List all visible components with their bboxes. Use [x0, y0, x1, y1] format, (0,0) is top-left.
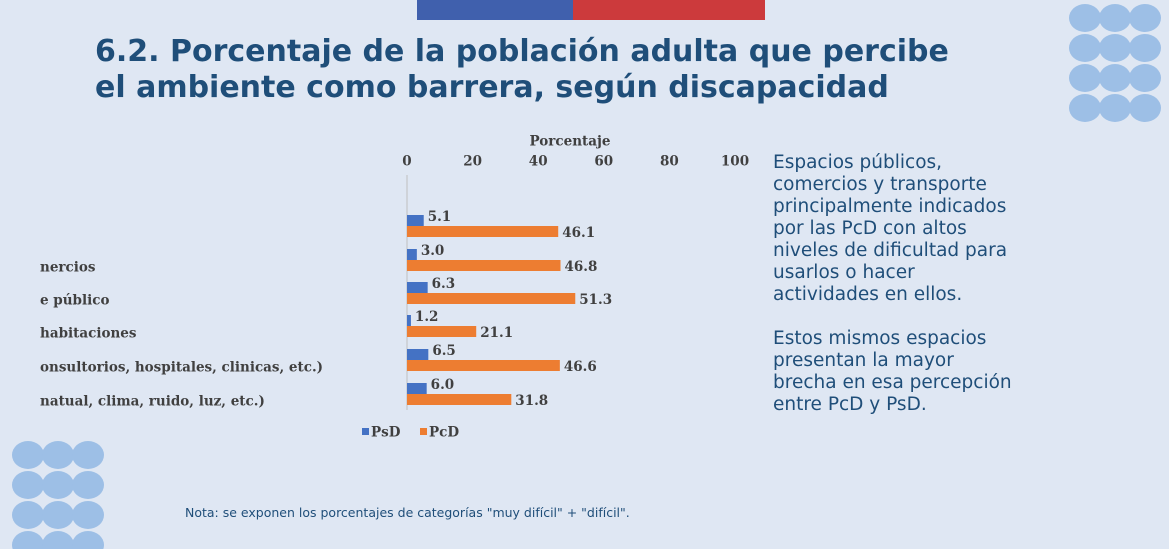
bar [407, 360, 560, 371]
bar [407, 315, 411, 326]
side-text-line: por las PcD con altos [773, 218, 967, 239]
value-label: 31.8 [515, 393, 548, 409]
y-tick-label: onsultorios, hospitales, clinicas, etc.) [40, 360, 323, 376]
side-text: Espacios públicos,comercios y transporte… [773, 152, 1012, 415]
y-tick-label: e público [40, 293, 109, 309]
x-tick-label: 80 [660, 154, 679, 170]
bar [407, 383, 427, 394]
bar [407, 326, 476, 337]
side-text-line: presentan la mayor [773, 350, 954, 371]
top-bar-red [573, 0, 765, 20]
value-label: 3.0 [421, 243, 445, 259]
side-text-line: entre PcD y PsD. [773, 394, 927, 415]
legend-swatch [362, 428, 369, 435]
side-text-line: comercios y transporte [773, 174, 987, 195]
bar [407, 349, 428, 360]
y-tick-label: nercios [40, 260, 96, 276]
x-tick-label: 40 [529, 154, 548, 170]
legend-label: PcD [429, 425, 459, 441]
x-axis-label: Porcentaje [530, 134, 611, 150]
side-text-line: Espacios públicos, [773, 152, 942, 173]
x-tick-label: 20 [463, 154, 482, 170]
slide-title: 6.2. Porcentaje de la población adulta q… [95, 34, 949, 69]
value-label: 6.5 [432, 343, 456, 359]
chart: Porcentaje 0 20 40 60 80 100 5.1 46.1 nercios 3.0… [40, 134, 749, 441]
bar [407, 293, 575, 304]
side-text-line: niveles de dificultad para [773, 240, 1007, 261]
bar [407, 260, 561, 271]
side-text-line: Estos mismos espacios [773, 328, 986, 349]
top-bar-blue [417, 0, 573, 20]
bar [407, 394, 511, 405]
value-label: 46.8 [565, 259, 598, 275]
x-tick-label: 60 [594, 154, 613, 170]
value-label: 51.3 [579, 292, 612, 308]
side-text-line: usarlos o hacer [773, 262, 915, 283]
bar [407, 226, 558, 237]
side-text-line: brecha en esa percepción [773, 372, 1012, 393]
note: Nota: se exponen los porcentajes de cate… [185, 505, 630, 520]
slide-title: el ambiente como barrera, según discapac… [95, 70, 889, 105]
bar [407, 215, 424, 226]
bar [407, 282, 428, 293]
y-tick-label: habitaciones [40, 326, 137, 342]
value-label: 21.1 [480, 325, 513, 341]
x-tick-label: 100 [721, 154, 749, 170]
y-tick-label: natual, clima, ruido, luz, etc.) [40, 394, 265, 410]
value-label: 46.1 [562, 225, 595, 241]
value-label: 46.6 [564, 359, 597, 375]
value-label: 6.0 [431, 377, 455, 393]
decor-left [12, 441, 104, 549]
side-text-line: actividades en ellos. [773, 284, 962, 305]
slide: 6.2. Porcentaje de la población adulta q… [0, 0, 1169, 549]
side-text-line: principalmente indicados [773, 196, 1006, 217]
x-tick-label: 0 [402, 154, 411, 170]
legend-label: PsD [371, 425, 401, 441]
legend-swatch [420, 428, 427, 435]
value-label: 1.2 [415, 309, 439, 325]
decor-right [1069, 4, 1161, 122]
value-label: 6.3 [432, 276, 456, 292]
bar [407, 249, 417, 260]
value-label: 5.1 [428, 209, 452, 225]
